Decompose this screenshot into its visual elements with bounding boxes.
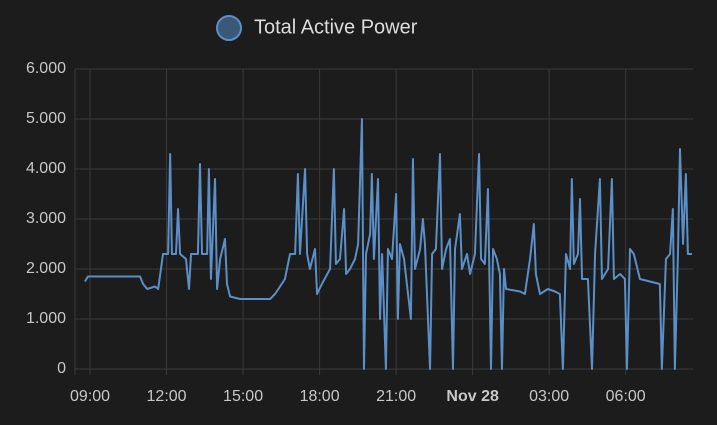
y-tick-label: 4.000	[26, 160, 66, 177]
legend-label[interactable]: Total Active Power	[254, 16, 418, 38]
y-tick-label: 3.000	[26, 210, 66, 227]
x-tick-label: Nov 28	[446, 388, 499, 405]
x-tick-label: 21:00	[376, 388, 416, 405]
y-tick-label: 0	[57, 360, 66, 377]
x-tick-label: 06:00	[606, 388, 646, 405]
x-tick-label: 12:00	[147, 388, 187, 405]
x-tick-label: 15:00	[223, 388, 263, 405]
legend-marker[interactable]	[216, 15, 242, 41]
data-line	[84, 118, 692, 370]
y-tick-label: 2.000	[26, 260, 66, 277]
x-tick-label: 09:00	[70, 388, 110, 405]
y-tick-label: 5.000	[26, 110, 66, 127]
x-tick-label: 18:00	[300, 388, 340, 405]
y-tick-label: 6.000	[26, 60, 66, 77]
y-tick-label: 1.000	[26, 310, 66, 327]
x-tick-label: 03:00	[529, 388, 569, 405]
